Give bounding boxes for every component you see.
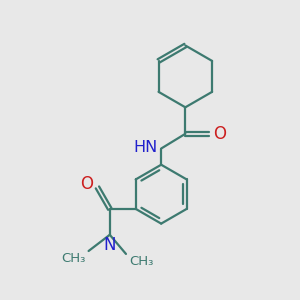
Text: O: O [80, 175, 93, 193]
Text: CH₃: CH₃ [61, 253, 86, 266]
Text: O: O [213, 125, 226, 143]
Text: HN: HN [134, 140, 158, 155]
Text: N: N [103, 236, 116, 254]
Text: CH₃: CH₃ [129, 255, 153, 268]
